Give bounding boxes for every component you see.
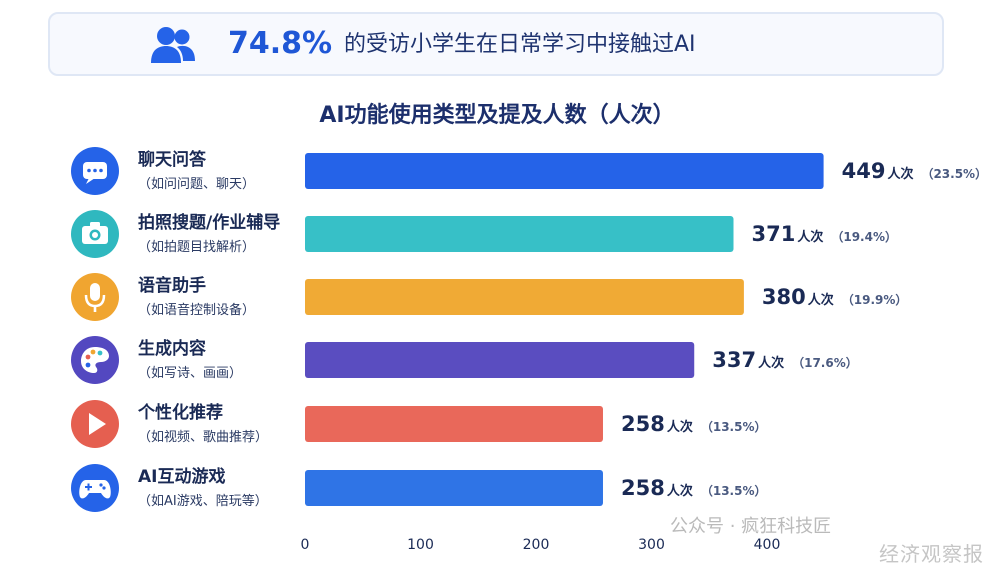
data-unit: 人次 [667,419,693,435]
data-value: 380 [762,285,806,309]
camera-icon [71,210,119,258]
x-tick-label: 300 [638,537,665,553]
x-tick-label: 400 [754,537,781,553]
data-percentage: （13.5%） [701,419,767,434]
watermark-account: 公众号 · 疯狂科技匠 [670,516,832,537]
banner-percentage: 74.8% [228,26,333,61]
category-label: 聊天问答 [138,149,207,170]
bar [305,279,744,315]
gamepad-icon [71,464,119,512]
data-label: 371 人次 （19.4%） [752,222,898,246]
data-value: 258 [621,476,665,500]
category-row: AI互动游戏 （如AI游戏、陪玩等） 258 人次 （13.5%） [71,464,766,512]
watermark-source: 经济观察报 [879,542,984,566]
category-label: 生成内容 [138,338,206,359]
data-percentage: （17.6%） [792,355,858,370]
data-label: 449 人次 （23.5%） [842,159,988,183]
data-value: 337 [712,348,756,372]
users-icon [151,27,195,63]
x-tick-label: 0 [301,537,310,553]
banner-text: 的受访小学生在日常学习中接触过AI [344,32,696,57]
data-label: 337 人次 （17.6%） [712,348,858,372]
data-unit: 人次 [758,355,784,371]
category-row: 语音助手 （如语音控制设备） 380 人次 （19.9%） [71,273,907,321]
play-icon [71,400,119,448]
category-sublabel: （如拍题目找解析） [138,239,255,255]
bar [305,216,734,252]
category-sublabel: （如写诗、画画） [138,365,242,381]
bar [305,153,824,189]
data-label: 258 人次 （13.5%） [621,476,767,500]
bar [305,342,695,378]
palette-icon [71,336,119,384]
x-tick-label: 100 [407,537,434,553]
category-label: 个性化推荐 [137,402,223,423]
data-value: 258 [621,412,665,436]
data-percentage: （13.5%） [701,483,767,498]
microphone-icon [71,273,119,321]
data-value: 371 [752,222,796,246]
summary-banner: 74.8% 的受访小学生在日常学习中接触过AI [48,12,944,76]
data-unit: 人次 [887,166,913,182]
category-label: 拍照搜题/作业辅导 [138,212,280,233]
bar [305,470,603,506]
category-label: AI互动游戏 [138,466,225,487]
data-percentage: （23.5%） [921,166,987,181]
category-row: 聊天问答 （如问问题、聊天） 449 人次 （23.5%） [71,147,987,195]
category-label: 语音助手 [138,275,206,296]
data-value: 449 [842,159,886,183]
bar [305,406,603,442]
data-percentage: （19.4%） [831,229,897,244]
category-row: 生成内容 （如写诗、画画） 337 人次 （17.6%） [71,336,858,384]
category-row: 个性化推荐 （如视频、歌曲推荐） 258 人次 （13.5%） [71,400,766,448]
data-unit: 人次 [797,229,823,245]
data-percentage: （19.9%） [842,292,908,307]
data-label: 380 人次 （19.9%） [762,285,908,309]
category-sublabel: （如视频、歌曲推荐） [138,429,268,445]
x-tick-label: 200 [523,537,550,553]
chart-title: AI功能使用类型及提及人数（人次） [319,103,675,128]
category-sublabel: （如语音控制设备） [138,302,255,318]
data-unit: 人次 [667,483,693,499]
data-label: 258 人次 （13.5%） [621,412,767,436]
data-unit: 人次 [808,292,834,308]
chat-icon [71,147,119,195]
category-sublabel: （如问问题、聊天） [138,176,255,192]
category-row: 拍照搜题/作业辅导 （如拍题目找解析） 371 人次 （19.4%） [71,210,897,258]
category-sublabel: （如AI游戏、陪玩等） [138,493,268,509]
